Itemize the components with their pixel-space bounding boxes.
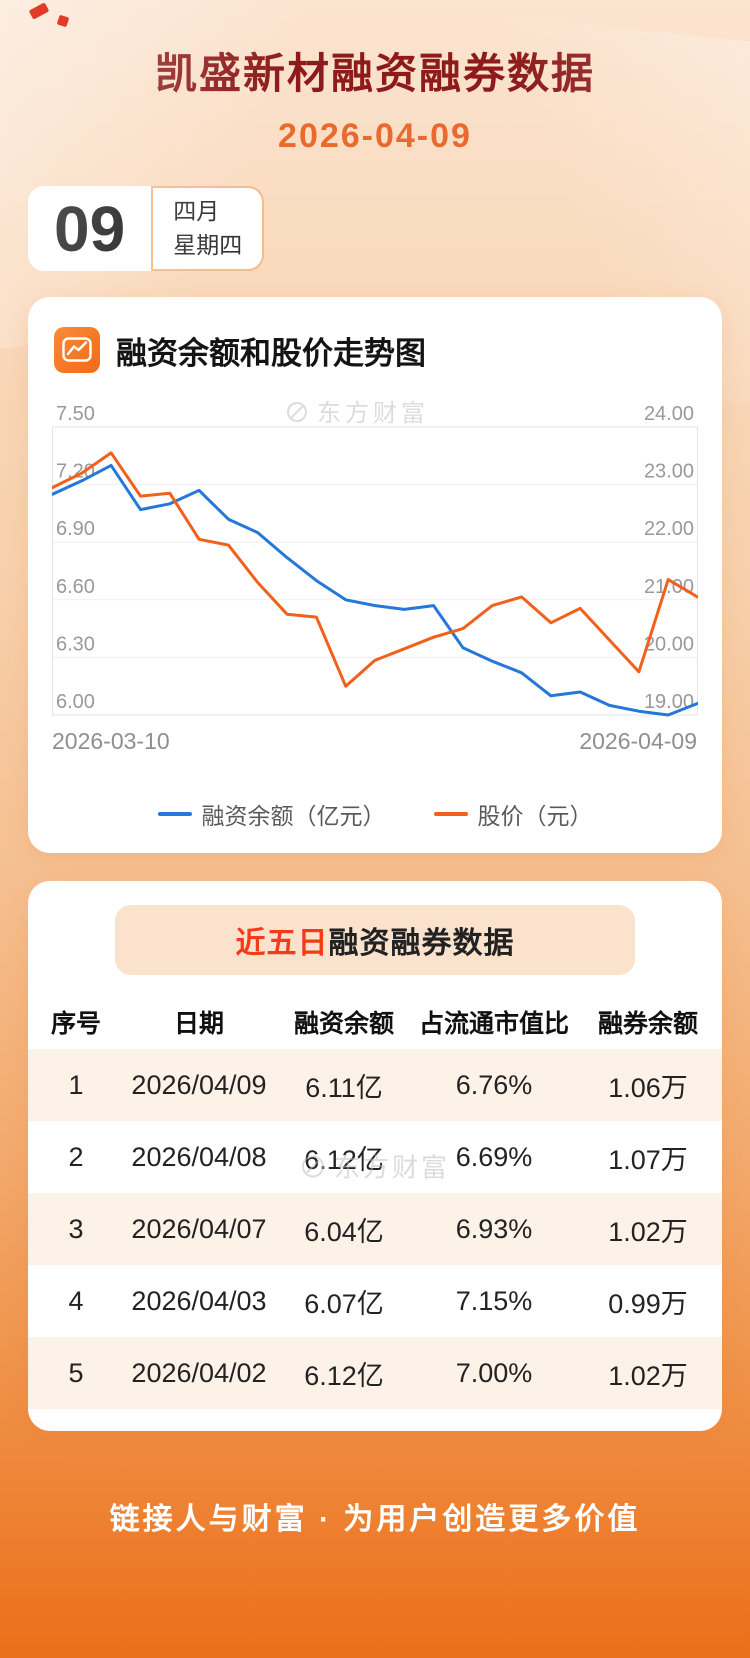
table-cell: 1.02万 xyxy=(608,1360,688,1391)
table-cell: 3 xyxy=(68,1213,84,1244)
table-cell: 2 xyxy=(68,1141,84,1172)
trend-chart: 7.50 24.00 7.20 23.00 6.90 22.00 6.60 21.00 6.30… xyxy=(52,400,698,754)
table-row: 3 2026/04/07 6.04亿 6.93% 1.02万 xyxy=(28,1193,722,1266)
chart-section-title: 融资余额和股价走势图 xyxy=(116,335,426,371)
table-cell: 6.76% xyxy=(455,1069,533,1100)
table-row: 2 2026/04/08 6.12亿 6.69% 1.07万 xyxy=(28,1121,722,1193)
legend-item: 融资余额（亿元） xyxy=(157,797,386,831)
table-cell: 1.02万 xyxy=(608,1216,688,1247)
table-cell: 6.04亿 xyxy=(304,1216,384,1247)
table-cell: 6.93% xyxy=(455,1213,533,1244)
table-cell: 7.00% xyxy=(455,1357,533,1388)
svg-text:22.00: 22.00 xyxy=(644,518,694,540)
legend-label: 融资余额（亿元） xyxy=(201,803,386,830)
table-cell: 0.99万 xyxy=(608,1288,688,1319)
table-cell: 1 xyxy=(68,1069,84,1100)
table-row: 4 2026/04/03 6.07亿 7.15% 0.99万 xyxy=(28,1265,722,1337)
svg-text:6.00: 6.00 xyxy=(56,691,95,713)
table-cell: 2026/04/09 xyxy=(131,1069,267,1100)
svg-text:2026-04-09: 2026-04-09 xyxy=(579,728,697,754)
legend-swatch-icon xyxy=(157,812,192,817)
svg-text:7.50: 7.50 xyxy=(56,403,95,425)
data-table: 序号 日期 融资余额 占流通市值比 融券余额 1 2026/04/09 6.11亿 6.76%… xyxy=(28,995,722,1410)
svg-text:东方财富: 东方财富 xyxy=(317,400,429,427)
svg-text:6.90: 6.90 xyxy=(56,518,95,540)
table-header-cell: 日期 xyxy=(173,1010,224,1039)
chart-section-head: 融资余额和股价走势图 xyxy=(54,327,696,374)
table-cell: 2026/04/07 xyxy=(131,1213,267,1244)
table-cell: 1.07万 xyxy=(608,1144,688,1175)
table-cell: 4 xyxy=(68,1285,84,1316)
table-cell: 6.12亿 xyxy=(304,1144,384,1175)
table-cell: 5 xyxy=(68,1357,84,1388)
table-title-highlight: 近五日 xyxy=(235,927,329,961)
svg-text:23.00: 23.00 xyxy=(644,461,694,483)
table-body: 1 2026/04/09 6.11亿 6.76% 1.06万 2 2026/04/08 6.1… xyxy=(28,1049,722,1410)
table-header: 序号 日期 融资余额 占流通市值比 融券余额 xyxy=(28,995,722,1049)
table-title: 近五日融资融券数据 xyxy=(115,905,635,976)
table-row: 5 2026/04/02 6.12亿 7.00% 1.02万 xyxy=(28,1337,722,1410)
svg-text:19.00: 19.00 xyxy=(644,691,694,713)
table-header-cell: 占流通市值比 xyxy=(418,1010,569,1039)
table-cell: 7.15% xyxy=(455,1285,533,1316)
table-title-rest: 融资融券数据 xyxy=(328,927,515,961)
table-cell: 1.06万 xyxy=(608,1072,688,1103)
footer-slogan: 链接人与财富 · 为用户创造更多价值 xyxy=(109,1503,641,1536)
table-card: 近五日融资融券数据 序号 日期 融资余额 占流通市值比 融券余额 1 2026/04/09… xyxy=(28,881,722,1432)
table-cell: 6.12亿 xyxy=(304,1360,384,1391)
table-header-cell: 序号 xyxy=(50,1010,101,1039)
svg-text:6.60: 6.60 xyxy=(56,576,95,598)
table-header-cell: 融券余额 xyxy=(597,1010,698,1039)
chart-card: 融资余额和股价走势图 7.50 24.00 7.20 23.00 6.90 22.00 6.… xyxy=(28,297,722,854)
table-row: 1 2026/04/09 6.11亿 6.76% 1.06万 xyxy=(28,1049,722,1122)
svg-text:24.00: 24.00 xyxy=(644,403,694,425)
table-header-cell: 融资余额 xyxy=(293,1010,394,1039)
table-cell: 6.07亿 xyxy=(304,1288,384,1319)
legend-label: 股价（元） xyxy=(477,803,593,830)
legend-swatch-icon xyxy=(433,812,468,817)
table-cell: 6.11亿 xyxy=(305,1072,383,1103)
table-cell: 2026/04/08 xyxy=(131,1141,267,1172)
legend-item: 股价（元） xyxy=(433,797,593,831)
svg-text:6.30: 6.30 xyxy=(56,634,95,656)
svg-text:7.20: 7.20 xyxy=(56,461,95,483)
table-cell: 6.69% xyxy=(455,1141,533,1172)
svg-text:21.00: 21.00 xyxy=(644,576,694,598)
svg-text:20.00: 20.00 xyxy=(644,634,694,656)
table-cell: 2026/04/02 xyxy=(131,1357,267,1388)
chart-legend: 融资余额（亿元） 股价（元） xyxy=(52,797,698,831)
svg-text:2026-03-10: 2026-03-10 xyxy=(52,728,170,754)
table-cell: 2026/04/03 xyxy=(131,1285,267,1316)
line-chart-icon xyxy=(54,327,100,374)
